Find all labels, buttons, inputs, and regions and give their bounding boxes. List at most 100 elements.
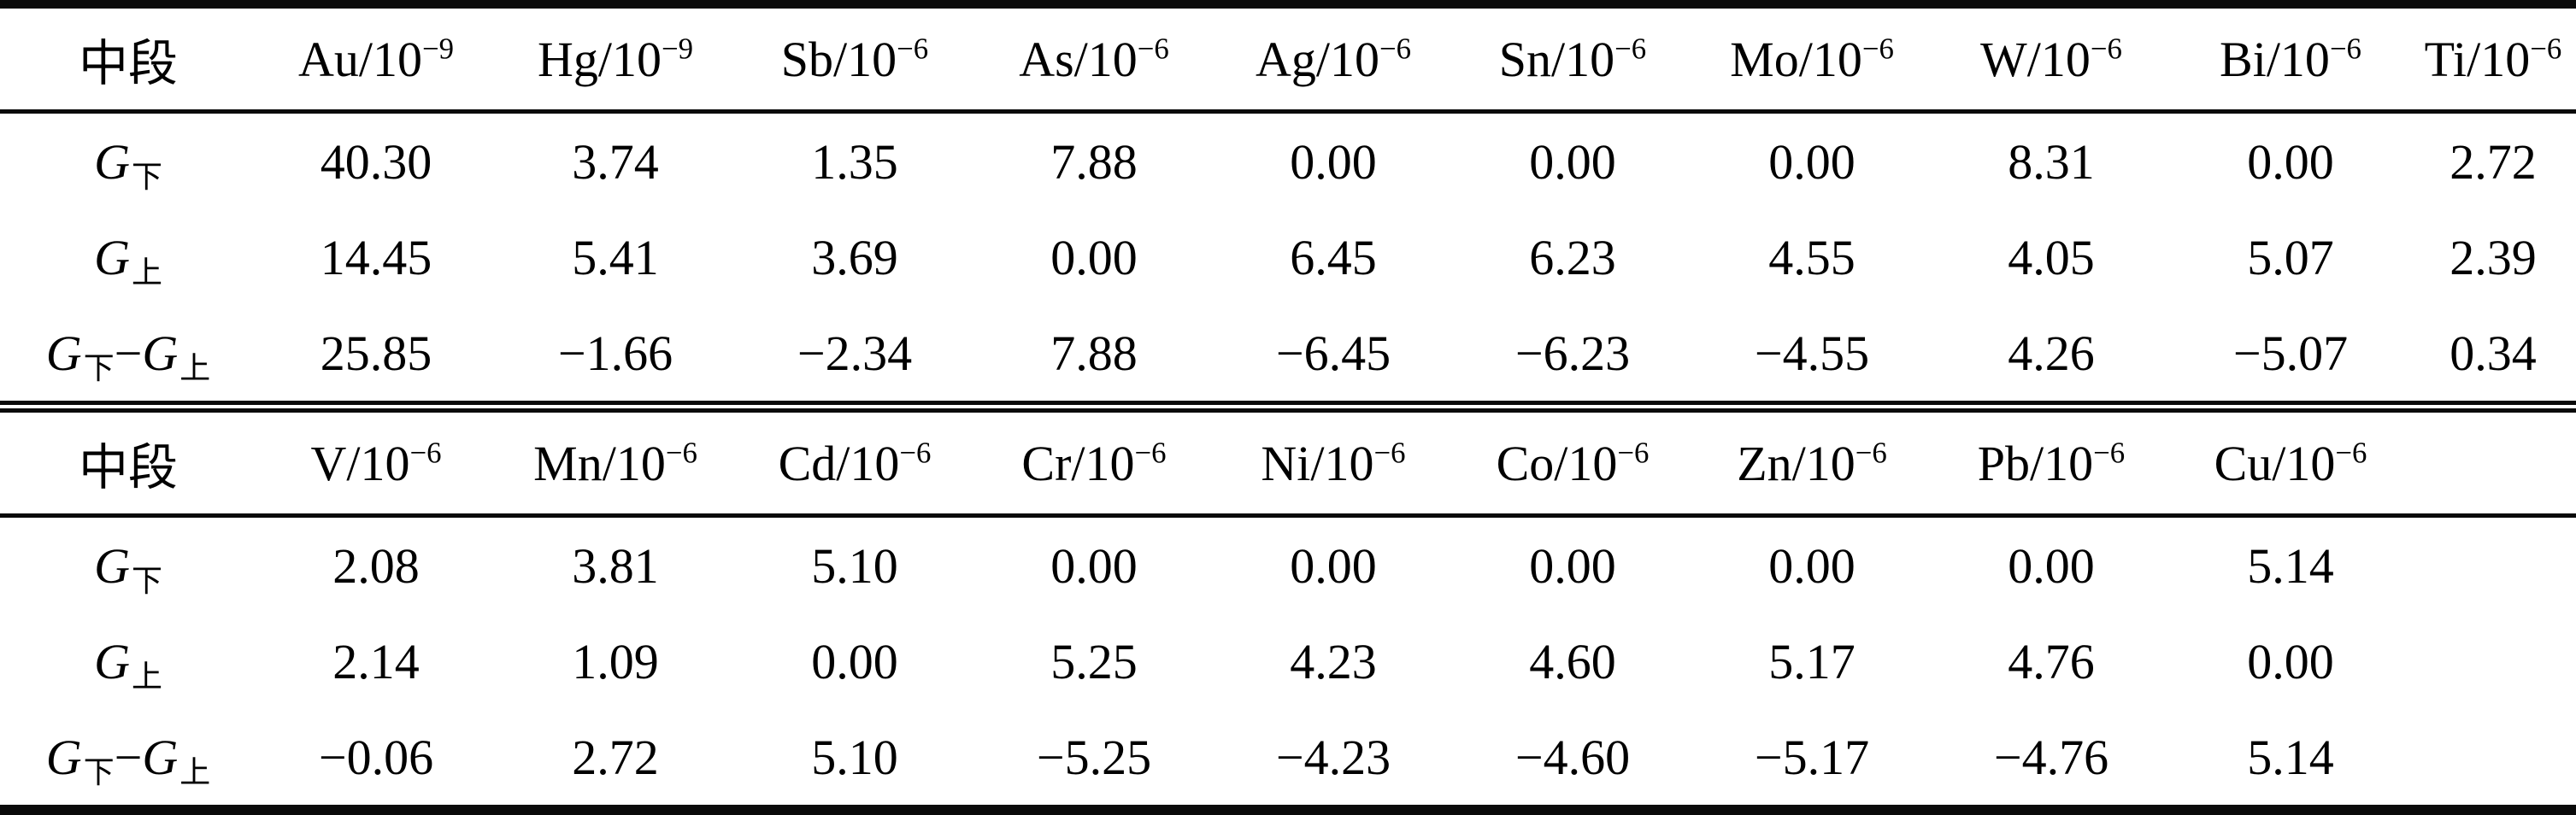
sample-subscript: 下	[83, 350, 115, 385]
element-unit-text: Sb/10	[780, 31, 897, 87]
sample-subscript: 上	[179, 350, 211, 385]
element-unit-text: Ti/10	[2424, 31, 2531, 87]
value-cell: 3.81	[572, 537, 659, 594]
unit-exponent: −6	[1373, 436, 1406, 470]
value-cell: 8.31	[2008, 133, 2095, 190]
value-cell: 0.00	[1529, 537, 1616, 594]
column-header-Zn: Zn/10−6	[1692, 401, 1932, 518]
column-header-Bi: Bi/10−6	[2171, 4, 2410, 114]
sample-symbol: G	[94, 633, 130, 689]
value-cell: −6.45	[1275, 325, 1391, 381]
value-cell: 6.23	[1529, 229, 1616, 285]
element-unit-text: Ni/10	[1261, 435, 1374, 491]
unit-exponent: −6	[1861, 32, 1894, 66]
value-cell: 14.45	[320, 229, 432, 285]
column-header-Pb: Pb/10−6	[1932, 401, 2171, 518]
element-unit-text: Cd/10	[778, 435, 900, 491]
column-header-Co: Co/10−6	[1453, 401, 1692, 518]
element-unit-text: Zn/10	[1737, 435, 1856, 491]
sample-symbol: G	[45, 729, 82, 785]
value-cell: −0.06	[318, 729, 434, 785]
row-label: G上	[0, 209, 256, 305]
value-cell: 4.23	[1290, 633, 1377, 689]
unit-exponent: −6	[897, 32, 929, 66]
value-cell: −5.25	[1036, 729, 1152, 785]
unit-exponent: −6	[409, 436, 442, 470]
unit-exponent: −6	[2093, 436, 2126, 470]
row-header-label: 中段	[0, 401, 256, 518]
value-cell: 1.35	[811, 133, 898, 190]
section-1-data-row-2: G上 14.45 5.41 3.69 0.00 6.45 6.23 4.55 4.05 5.07 2…	[0, 209, 2576, 305]
sample-subscript: 下	[131, 159, 162, 194]
value-cell: 6.45	[1290, 229, 1377, 285]
value-cell: 3.74	[572, 133, 659, 190]
column-header-Hg: Hg/10−9	[496, 4, 735, 114]
unit-exponent: −6	[2090, 32, 2122, 66]
value-cell: 0.00	[1290, 537, 1377, 594]
value-cell: 4.55	[1768, 229, 1856, 285]
element-unit-text: Cr/10	[1021, 435, 1135, 491]
row-label: G下−G上	[45, 729, 211, 789]
column-header-Cd: Cd/10−6	[735, 401, 974, 518]
unit-exponent: −6	[1379, 32, 1412, 66]
sample-symbol: G	[94, 133, 130, 190]
value-cell: 5.14	[2247, 537, 2334, 594]
sample-subscript: 上	[131, 659, 162, 694]
section-2-data-row-2: G上 2.14 1.09 0.00 5.25 4.23 4.60 5.17 4.76 0.00	[0, 613, 2576, 709]
section-2-data-row-1: G下 2.08 3.81 5.10 0.00 0.00 0.00 0.00 0.00 5.14	[0, 516, 2576, 614]
element-unit-text: Mo/10	[1730, 31, 1862, 87]
value-cell: 5.07	[2247, 229, 2334, 285]
unit-exponent: −6	[899, 436, 932, 470]
value-cell: 0.00	[1529, 133, 1616, 190]
unit-exponent: −6	[2329, 32, 2361, 66]
value-cell: 40.30	[320, 133, 432, 190]
unit-exponent: −9	[661, 32, 694, 66]
column-header-Ni: Ni/10−6	[1214, 401, 1453, 518]
element-unit-text: Co/10	[1496, 435, 1618, 491]
row-label: G下−G上	[45, 325, 211, 385]
row-label: G下	[0, 112, 256, 210]
unit-exponent: −6	[1137, 32, 1169, 66]
value-cell: −6.23	[1514, 325, 1631, 381]
value-cell: −2.34	[797, 325, 913, 381]
column-header-Mo: Mo/10−6	[1692, 4, 1932, 114]
column-header-Cu: Cu/10−6	[2171, 401, 2410, 518]
section-2-data-row-3: G下−G上 −0.06 2.72 5.10 −5.25 −4.23 −4.60 −5.17 −4…	[0, 709, 2576, 810]
element-unit-text: Ag/10	[1255, 31, 1379, 87]
unit-exponent: −6	[1134, 436, 1167, 470]
value-cell: 1.09	[572, 633, 659, 689]
section-1-header-row: 中段 Au/10−9 Hg/10−9 Sb/10−6 As/10−6 Ag/10−6 Sn/…	[0, 4, 2576, 114]
value-cell: −4.76	[1993, 729, 2109, 785]
value-cell: 4.26	[2008, 325, 2095, 381]
value-cell: 7.88	[1050, 325, 1138, 381]
value-cell: 0.00	[1290, 133, 1377, 190]
value-cell: 0.00	[2247, 633, 2334, 689]
sample-symbol: G	[94, 229, 130, 285]
unit-exponent: −6	[1614, 32, 1647, 66]
value-cell: 3.69	[811, 229, 898, 285]
sample-symbol: G	[94, 537, 130, 594]
element-unit-text: Cu/10	[2214, 435, 2336, 491]
column-header-Ti: Ti/10−6	[2410, 4, 2576, 114]
value-cell: 0.00	[1050, 229, 1138, 285]
column-header-Mn: Mn/10−6	[496, 401, 735, 518]
value-cell: 0.00	[2008, 537, 2095, 594]
element-unit-text: As/10	[1019, 31, 1138, 87]
value-cell: 2.39	[2450, 229, 2537, 285]
value-cell: −4.23	[1275, 729, 1391, 785]
column-header-As: As/10−6	[974, 4, 1214, 114]
element-unit-text: Pb/10	[1977, 435, 2094, 491]
value-cell: 2.72	[572, 729, 659, 785]
value-cell: 5.10	[811, 729, 898, 785]
value-cell: 0.34	[2450, 325, 2537, 381]
value-cell: 4.05	[2008, 229, 2095, 285]
sample-subscript: 上	[179, 754, 211, 789]
sample-subscript: 下	[131, 563, 162, 598]
value-cell: 7.88	[1050, 133, 1138, 190]
value-cell: 5.10	[811, 537, 898, 594]
unit-exponent: −6	[1617, 436, 1650, 470]
value-cell: −1.66	[557, 325, 673, 381]
sample-symbol: G	[142, 729, 179, 785]
value-cell: 2.14	[332, 633, 420, 689]
value-cell: −4.60	[1514, 729, 1631, 785]
